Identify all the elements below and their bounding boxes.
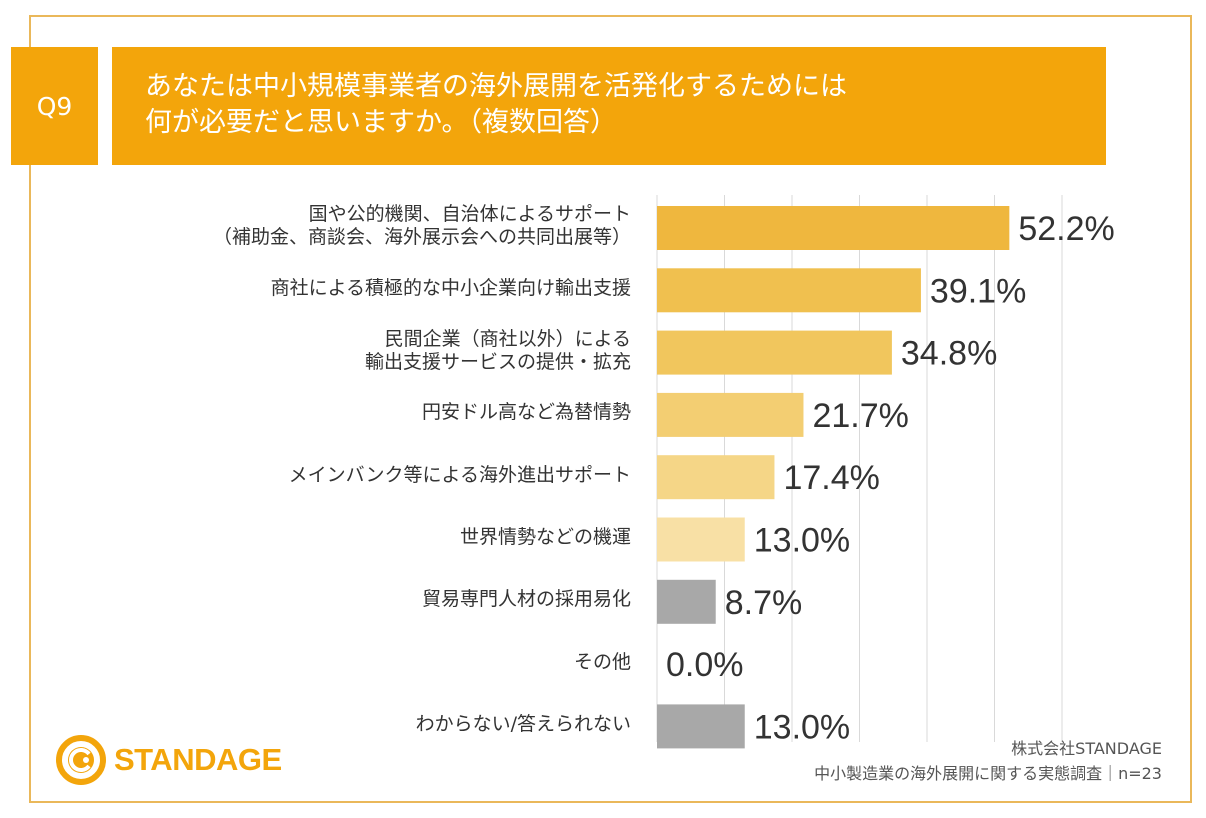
category-label-4-line-1: 円安ドル高など為替情勢 — [421, 401, 631, 424]
category-label-6-line-1: 世界情勢などの機運 — [459, 526, 631, 548]
bar-6 — [657, 517, 745, 562]
value-label-6: 13.0% — [754, 522, 850, 560]
chart-title: あなたは中小規模事業者の海外展開を活発化するためには 何が必要だと思いますか。（… — [112, 47, 1106, 165]
bar-1 — [657, 206, 1010, 250]
bar-3 — [657, 330, 892, 375]
chart-title-line1: あなたは中小規模事業者の海外展開を活発化するためには — [145, 71, 847, 102]
category-label-5-line-1: メインバンク等による海外進出サポート — [288, 463, 631, 486]
category-label-5: メインバンク等による海外進出サポート — [289, 464, 631, 487]
bar-7 — [657, 579, 716, 624]
standage-logo-icon — [56, 735, 106, 785]
value-label-9: 13.0% — [754, 708, 850, 746]
category-label-7-line-1: 貿易専門人材の採用易化 — [421, 588, 631, 611]
bar-2 — [657, 268, 921, 313]
category-label-2: 商社による積極的な中小企業向け輸出支援 — [271, 277, 631, 300]
bar-9 — [657, 704, 745, 749]
category-label-8-line-1: その他 — [573, 650, 631, 673]
outer-frame — [29, 15, 1192, 803]
value-label-5: 17.4% — [783, 459, 879, 497]
value-label-8: 0.0% — [666, 646, 744, 684]
category-label-1: 国や公的機関、自治体によるサポート （補助金、商談会、海外展示会への共同出展等） — [213, 203, 631, 249]
source-company: 株式会社STANDAGE — [1011, 739, 1162, 758]
value-label-3: 34.8% — [901, 335, 997, 373]
category-label-2-line-1: 商社による積極的な中小企業向け輸出支援 — [270, 276, 631, 299]
value-label-2: 39.1% — [930, 272, 1026, 310]
source-survey: 中小製造業の海外展開に関する実態調査｜n=23 — [814, 764, 1162, 783]
bar-4 — [657, 392, 804, 437]
question-label: Q9 — [11, 47, 98, 165]
value-label-1: 52.2% — [1018, 210, 1114, 248]
category-label-3-line-2: 輸出支援サービスの提供・拡充 — [364, 350, 631, 373]
source-note: 株式会社STANDAGE 中小製造業の海外展開に関する実態調査｜n=23 — [814, 736, 1162, 786]
bar-5 — [657, 455, 775, 500]
category-label-4: 円安ドル高など為替情勢 — [422, 401, 631, 424]
category-label-1-line-1: 国や公的機関、自治体によるサポート — [308, 203, 631, 225]
category-label-3-line-1: 民間企業（商社以外）による — [384, 327, 631, 350]
category-label-3: 民間企業（商社以外）による 輸出支援サービスの提供・拡充 — [365, 328, 631, 374]
chart-title-line2: 何が必要だと思いますか。（複数回答） — [145, 107, 617, 138]
category-label-9: わからない/答えられない — [416, 713, 631, 736]
logo-text: STANDAGE — [114, 742, 282, 777]
category-label-7: 貿易専門人材の採用易化 — [422, 588, 631, 611]
standage-logo: STANDAGE — [56, 735, 282, 785]
value-label-4: 21.7% — [812, 397, 908, 435]
category-label-9-line-1: わからない/答えられない — [415, 712, 631, 735]
value-label-7: 8.7% — [725, 584, 803, 622]
category-label-1-line-2: （補助金、商談会、海外展示会への共同出展等） — [212, 226, 631, 248]
category-label-6: 世界情勢などの機運 — [460, 526, 631, 549]
category-label-8: その他 — [574, 651, 631, 674]
